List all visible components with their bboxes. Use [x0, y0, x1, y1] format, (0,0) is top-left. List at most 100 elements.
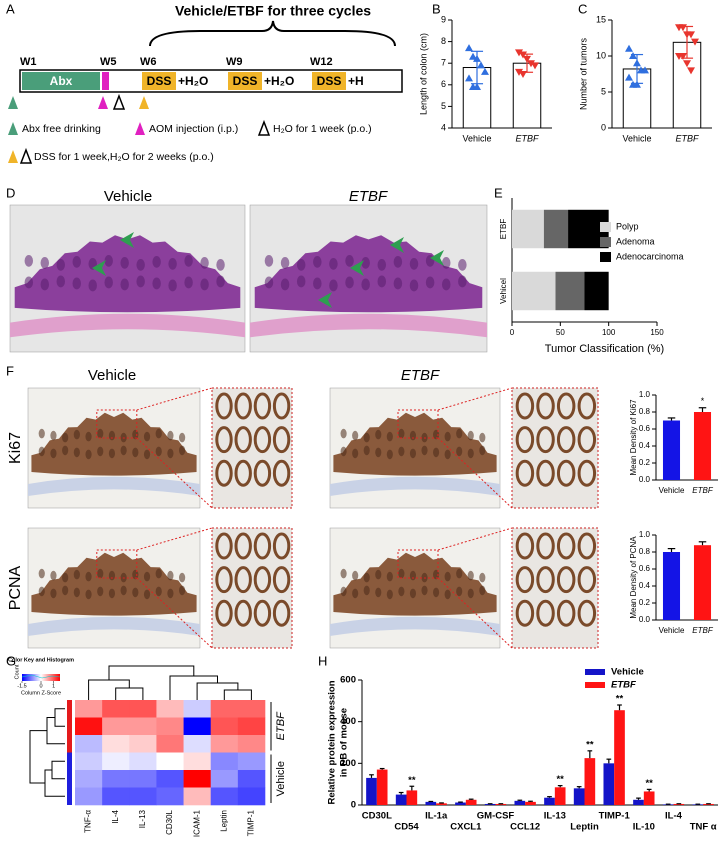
tissue-crypt	[458, 275, 467, 288]
bar	[544, 797, 555, 805]
heatmap-cell	[129, 700, 157, 718]
tissue-crypt	[363, 572, 370, 583]
tissue-mucosa	[333, 552, 497, 616]
heatmap-cell	[237, 700, 266, 718]
zoom-crypt	[215, 426, 233, 454]
tissue-crypt	[393, 277, 403, 290]
tissue-muscle	[28, 476, 200, 496]
zoom-crypt	[536, 599, 555, 627]
tissue-crypt	[441, 278, 451, 291]
tissue-crypt	[409, 448, 417, 459]
tissue-crypt	[143, 589, 151, 600]
zoom-crypt	[515, 566, 535, 594]
zoom-crypt	[515, 392, 535, 420]
heatmap-cell	[75, 787, 103, 806]
panel-label: A	[6, 1, 15, 16]
tissue-crypt	[409, 570, 417, 581]
data-point	[687, 31, 695, 39]
tissue-muscle	[250, 313, 487, 338]
segment-label: DSS	[317, 74, 342, 88]
zoom-connector	[437, 437, 513, 509]
tissue-crypt	[50, 570, 57, 581]
zoom-crypt	[556, 426, 576, 454]
heatmap-cell	[183, 700, 212, 718]
zoom-connector	[136, 387, 213, 411]
tissue-crypt	[352, 448, 359, 459]
week-label: W1	[20, 56, 37, 68]
x-tick-label: CD54	[394, 822, 419, 833]
panel-label: E	[494, 185, 503, 200]
x-axis-label: Tumor Classification (%)	[545, 343, 664, 355]
y-axis-label: Length of colon (cm)	[418, 33, 428, 115]
zoom-crypt	[556, 566, 576, 594]
tissue-crypt	[104, 276, 113, 289]
data-point	[691, 38, 699, 46]
tissue-crypt	[421, 445, 428, 456]
panel-label: D	[6, 185, 15, 200]
tissue-crypt	[458, 258, 467, 271]
y-tick-label: 0.8	[639, 407, 651, 416]
zoom-crypt	[272, 532, 291, 560]
tissue-crypt	[479, 445, 486, 456]
tissue-crypt	[179, 585, 186, 596]
heatmap-cell	[102, 717, 130, 736]
tissue-crypt	[456, 428, 463, 439]
x-tick-label: ETBF	[692, 486, 714, 495]
column-label: TIMP-1	[247, 809, 256, 836]
tissue-crypt	[296, 275, 306, 288]
heatmap-cell	[75, 700, 103, 718]
arrowhead	[430, 250, 444, 266]
tissue-crypt	[62, 445, 69, 456]
bar	[693, 545, 712, 620]
tissue-mucosa	[333, 412, 497, 476]
tissue-crypt	[425, 276, 435, 289]
tissue-crypt	[216, 275, 225, 288]
x-tick-label: CD30L	[362, 811, 392, 822]
tissue-crypt	[456, 568, 463, 579]
y-tick-label: 0.2	[639, 598, 651, 607]
tissue-crypt	[143, 449, 151, 460]
tissue-crypt	[132, 447, 139, 458]
tissue-crypt	[361, 278, 370, 291]
zoom-crypt	[253, 459, 272, 487]
bar-segment	[512, 271, 556, 311]
zoom-crypt	[234, 532, 252, 560]
tissue-crypt	[456, 586, 463, 597]
tissue-muscle	[330, 476, 500, 496]
zoom-crypt	[556, 532, 576, 560]
tissue-crypt	[62, 572, 69, 583]
zoom-crypt	[577, 566, 597, 594]
tissue-crypt	[456, 446, 463, 457]
zoom-image	[511, 387, 599, 509]
tissue-crypt	[329, 279, 338, 292]
y-tick-label: 0.2	[639, 458, 651, 467]
panel-label: G	[6, 653, 16, 668]
heatmap-cell	[237, 735, 266, 753]
bar	[465, 799, 477, 805]
group-color-bar	[67, 752, 72, 805]
heatmap-cell	[210, 787, 239, 806]
key-tick-label: -1.5	[17, 683, 26, 689]
y-tick-label: 4	[441, 122, 446, 132]
heatmap-cell	[102, 735, 130, 753]
data-point	[531, 62, 539, 70]
data-point	[469, 52, 477, 60]
panel-label: H	[318, 653, 327, 668]
legend-label: DSS for 1 week,H₂O for 2 weeks (p.o.)	[34, 151, 214, 163]
zoom-crypt	[577, 599, 597, 627]
heatmap-cell	[156, 735, 184, 753]
heatmap-cell	[210, 717, 239, 736]
data-point	[519, 71, 527, 78]
key-y-label: Count	[14, 664, 20, 679]
zoom-crypt	[234, 599, 252, 627]
tissue-crypt	[479, 432, 486, 443]
heatmap-cell	[183, 735, 212, 753]
y-tick-label: 0.4	[639, 441, 651, 450]
legend-swatch	[585, 669, 605, 675]
data-point	[629, 52, 637, 59]
x-tick-label: Vehicle	[622, 133, 651, 143]
tissue-crypt	[38, 428, 45, 439]
tissue-crypt	[38, 568, 45, 579]
tissue-crypt	[88, 279, 97, 292]
tissue-crypt	[433, 447, 440, 458]
